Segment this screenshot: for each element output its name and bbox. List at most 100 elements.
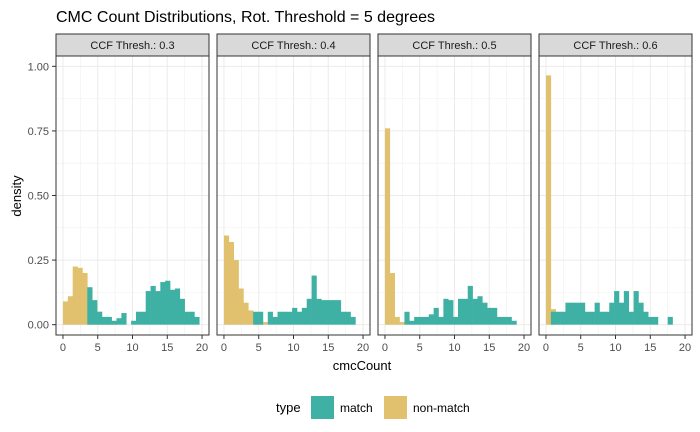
- histogram-bar-match: [487, 307, 493, 325]
- series-match: [253, 275, 356, 325]
- histogram-bar-match: [496, 316, 503, 325]
- histogram-bar-match: [92, 300, 98, 325]
- histogram-bar-match: [287, 311, 293, 325]
- x-tick-label: 20: [679, 342, 691, 354]
- histogram-bar-match: [609, 302, 615, 325]
- histogram-bar-match: [570, 302, 576, 325]
- histogram-bar-non-match: [399, 322, 405, 325]
- x-tick-label: 15: [322, 342, 334, 354]
- histogram-bar-match: [145, 291, 151, 325]
- histogram-bar-match: [506, 316, 512, 325]
- histogram-bar-match: [667, 316, 673, 325]
- x-tick-label: 0: [543, 342, 549, 354]
- x-tick-label: 20: [357, 342, 369, 354]
- histogram-bar-match: [121, 313, 127, 325]
- facet-strip-label: CCF Thresh.: 0.4: [251, 40, 335, 52]
- facet-panel-4: CCF Thresh.: 0.6 0 5 10 15 20: [538, 33, 693, 354]
- histogram-bar-match: [565, 302, 571, 325]
- histogram-bar-match: [140, 311, 147, 325]
- histogram-bar-match: [155, 291, 161, 325]
- histogram-bar-match: [428, 314, 434, 325]
- histogram-bar-match: [604, 311, 610, 325]
- histogram-bar-match: [511, 320, 517, 325]
- histogram-bar-match: [501, 316, 507, 325]
- histogram-bar-match: [643, 311, 649, 325]
- histogram-bar-non-match: [545, 75, 552, 325]
- series-non-match: [384, 128, 405, 325]
- histogram-bar-match: [472, 298, 478, 325]
- histogram-bar-match: [101, 316, 108, 325]
- histogram-bar-match: [179, 298, 185, 325]
- histogram-bar-match: [448, 300, 454, 325]
- x-tick-label: 10: [448, 342, 460, 354]
- x-tick-label: 10: [287, 342, 299, 354]
- histogram-bar-match: [165, 280, 171, 325]
- histogram-bar-non-match: [248, 310, 254, 325]
- histogram-bar-match: [311, 275, 317, 325]
- histogram-bar-match: [106, 316, 112, 325]
- histogram-bar-match: [135, 311, 142, 325]
- histogram-bar-match: [589, 311, 595, 325]
- histogram-bar-match: [282, 311, 288, 325]
- histogram-bar-match: [267, 311, 273, 325]
- facet-panels: CCF Thresh.: 0.3 0 5 10 15 20 0.00 0.25 0.50 0.75…: [28, 33, 693, 354]
- histogram-bar-non-match: [82, 273, 88, 325]
- histogram-bar-match: [404, 311, 410, 325]
- histogram-bar-match: [345, 311, 351, 325]
- histogram-bar-match: [584, 311, 591, 325]
- x-tick-label: 10: [126, 342, 138, 354]
- facet-strip-label: CCF Thresh.: 0.5: [412, 40, 496, 52]
- histogram-bar-match: [409, 320, 415, 325]
- histogram-bar-match: [594, 302, 600, 325]
- histogram-bar-match: [560, 311, 566, 325]
- histogram-bar-match: [131, 320, 137, 325]
- histogram-bar-match: [550, 311, 556, 325]
- x-tick-label: 5: [95, 342, 101, 354]
- histogram-bar-match: [292, 307, 298, 325]
- histogram-bar-match: [272, 316, 278, 325]
- histogram-bar-match: [555, 311, 561, 325]
- histogram-bar-match: [258, 311, 264, 325]
- y-axis-title: density: [9, 175, 24, 217]
- legend-label-match: match: [340, 401, 373, 415]
- y-tick-label: 0.00: [28, 320, 49, 332]
- histogram-bar-match: [350, 316, 356, 325]
- x-tick-label: 20: [518, 342, 530, 354]
- facet-panel-1: CCF Thresh.: 0.3 0 5 10 15 20 0.00 0.25 0.50 0.75…: [28, 33, 210, 354]
- legend-key-match: [311, 396, 334, 419]
- x-tick-label: 5: [417, 342, 423, 354]
- histogram-bar-match: [492, 307, 498, 325]
- histogram-bar-match: [335, 300, 342, 325]
- histogram-bar-non-match: [72, 266, 78, 325]
- facet-strip-label: CCF Thresh.: 0.3: [90, 40, 174, 52]
- histogram-bar-match: [150, 285, 156, 325]
- histogram-bar-match: [277, 311, 283, 325]
- histogram-bar-non-match: [384, 128, 391, 325]
- histogram-bar-match: [477, 296, 483, 325]
- histogram-bar-non-match: [77, 267, 83, 325]
- histogram-bar-non-match: [228, 242, 234, 325]
- histogram-bar-match: [482, 302, 488, 325]
- histogram-bar-match: [580, 302, 586, 325]
- histogram-bar-match: [87, 287, 93, 325]
- histogram-bar-match: [194, 316, 200, 325]
- x-tick-label: 0: [382, 342, 388, 354]
- x-tick-label: 0: [60, 342, 66, 354]
- histogram-bar-match: [433, 307, 439, 325]
- histogram-bar-match: [253, 311, 259, 325]
- x-tick-label: 0: [221, 342, 227, 354]
- facet-strip-label: CCF Thresh.: 0.6: [573, 40, 657, 52]
- histogram-bar-match: [184, 311, 190, 325]
- legend: type match non-match: [276, 396, 470, 419]
- histogram-bar-match: [438, 316, 444, 325]
- histogram-bar-match: [321, 300, 327, 325]
- histogram-bar-match: [638, 302, 644, 325]
- histogram-bar-match: [462, 298, 469, 325]
- facet-panel-2: CCF Thresh.: 0.4 0 5 10 15 20: [216, 33, 371, 354]
- x-axis-title: cmcCount: [333, 358, 392, 373]
- x-tick-label: 15: [161, 342, 173, 354]
- y-tick-label: 0.25: [28, 255, 49, 267]
- histogram-bar-match: [628, 311, 634, 325]
- histogram-bar-match: [653, 316, 659, 325]
- x-tick-label: 20: [196, 342, 208, 354]
